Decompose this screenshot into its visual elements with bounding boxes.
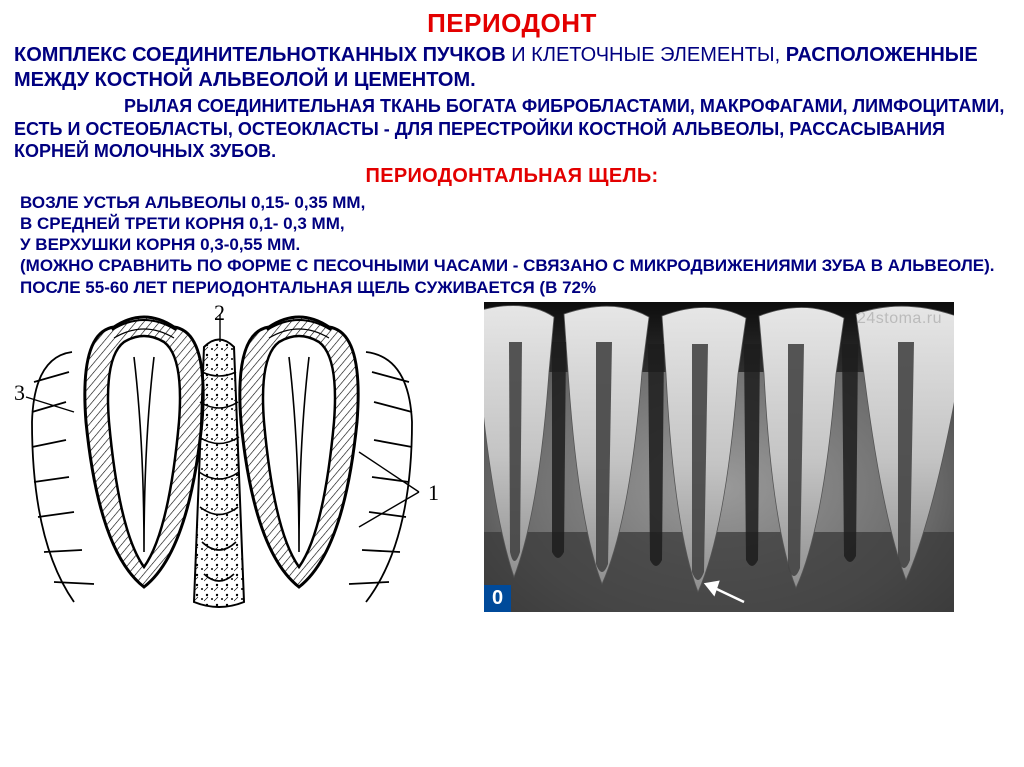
diagram-callout-1: 1 (428, 480, 439, 506)
paragraph-1: КОМПЛЕКС СОЕДИНИТЕЛЬНОТКАННЫХ ПУЧКОВ И К… (14, 43, 1010, 93)
gap-line-4: (МОЖНО СРАВНИТЬ ПО ФОРМЕ С ПЕСОЧНЫМИ ЧАС… (20, 255, 1010, 298)
xray-image: 24stoma.ru 0 (484, 302, 954, 612)
p1-mid: И КЛЕТОЧНЫЕ ЭЛЕМЕНТЫ, (511, 44, 786, 66)
diagram-callout-3: 3 (14, 380, 25, 406)
gap-line-1: ВОЗЛЕ УСТЬЯ АЛЬВЕОЛЫ 0,15- 0,35 ММ, (20, 192, 1010, 213)
xray-watermark: 24stoma.ru (857, 310, 942, 328)
images-row: 2 3 1 (14, 302, 1010, 612)
diagram-callout-2: 2 (214, 300, 225, 326)
xray-badge: 0 (484, 585, 511, 612)
main-title: ПЕРИОДОНТ (14, 8, 1010, 39)
gap-line-2: В СРЕДНЕЙ ТРЕТИ КОРНЯ 0,1- 0,3 ММ, (20, 213, 1010, 234)
paragraph-2: РЫЛАЯ СОЕДИНИТЕЛЬНАЯ ТКАНЬ БОГАТА ФИБРОБ… (14, 95, 1010, 163)
gap-measurements: ВОЗЛЕ УСТЬЯ АЛЬВЕОЛЫ 0,15- 0,35 ММ, В СР… (20, 192, 1010, 298)
gap-line-3: У ВЕРХУШКИ КОРНЯ 0,3-0,55 ММ. (20, 234, 1010, 255)
p1-lead: КОМПЛЕКС СОЕДИНИТЕЛЬНОТКАННЫХ ПУЧКОВ (14, 44, 511, 66)
anatomical-diagram: 2 3 1 (14, 302, 454, 612)
gap-subheading: ПЕРИОДОНТАЛЬНАЯ ЩЕЛЬ: (14, 165, 1010, 188)
